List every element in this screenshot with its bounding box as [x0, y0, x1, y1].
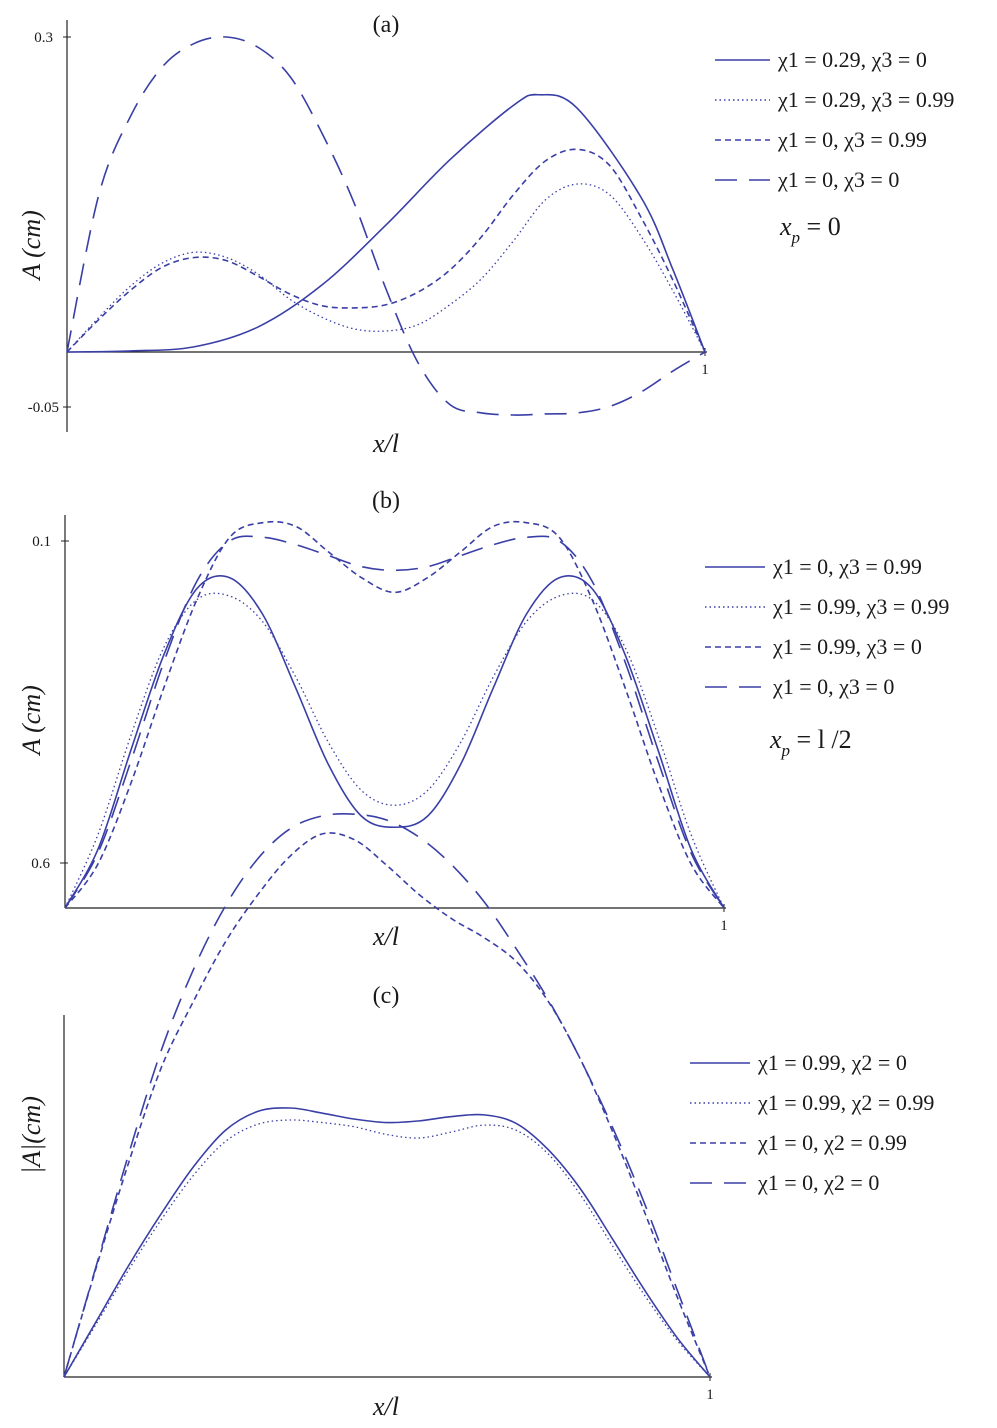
- y-tick-label: 0.1: [32, 534, 51, 550]
- legend-label: χ1 = 0.99, χ3 = 0: [772, 634, 922, 659]
- y-tick-label: 0.6: [31, 856, 50, 872]
- series-line-chi1-0-chi2-0: [63, 812, 711, 1378]
- y-axis-label: A (cm): [17, 685, 46, 757]
- legend-label: χ1 = 0, χ3 = 0: [772, 674, 894, 699]
- series-line-chi1-0-29-chi3-0-99: [66, 183, 706, 353]
- legend-label: χ1 = 0.99, χ3 = 0.99: [772, 594, 949, 619]
- panel-label: (c): [373, 983, 400, 1009]
- x-tick-label: 1: [720, 918, 728, 934]
- legend-label: χ1 = 0, χ2 = 0.99: [757, 1130, 907, 1155]
- legend-label: χ1 = 0.99, χ2 = 0.99: [757, 1090, 934, 1115]
- series-line-chi1-0-chi3-0: [66, 36, 706, 416]
- legend-label: χ1 = 0, χ2 = 0: [757, 1170, 879, 1195]
- x-axis-label: x/l: [372, 922, 399, 951]
- x-tick-label: 1: [706, 1387, 714, 1403]
- series-line-chi1-0-99-chi3-0-99: [64, 592, 725, 909]
- chart-panel-2: (b) 0.1 1 x/l A (cm) χ1 = 0, χ3 = 0.99 χ1 = 0.…: [17, 488, 949, 951]
- series-line-chi1-0-chi3-0-99: [66, 148, 706, 353]
- panel-label: (a): [373, 12, 400, 38]
- x-axis-label: x/l: [372, 1392, 399, 1421]
- panel-label: (b): [372, 488, 400, 514]
- series-line-chi1-0-chi2-0-99: [63, 832, 711, 1378]
- chart-panel-1: (a) 0.3 -0.05 1 x/l A (cm) χ1 = 0.29, χ3 = 0 χ1…: [17, 12, 954, 458]
- legend-label: χ1 = 0, χ3 = 0.99: [772, 554, 922, 579]
- legend-label: χ1 = 0.99, χ2 = 0: [757, 1050, 907, 1075]
- x-tick-label: 1: [701, 362, 709, 378]
- legend-label: χ1 = 0.29, χ3 = 0: [777, 47, 927, 72]
- series-line-chi1-0-99-chi2-0-99: [63, 1119, 711, 1378]
- series-line-chi1-0-29-chi3-0: [66, 93, 706, 353]
- y-tick-label: -0.05: [28, 400, 59, 416]
- legend-label: χ1 = 0, χ3 = 0: [777, 167, 899, 192]
- series-line-chi1-0-99-chi2-0: [63, 1107, 711, 1378]
- legend-label: χ1 = 0.29, χ3 = 0.99: [777, 87, 954, 112]
- y-axis-label: A (cm): [17, 210, 46, 282]
- position-note: xp = l /2: [769, 725, 852, 760]
- series-line-chi1-0-chi3-0: [64, 535, 725, 909]
- position-note: xp = 0: [779, 212, 841, 247]
- x-axis-label: x/l: [372, 429, 399, 458]
- chart-panel-3: (c) 0.6 1 x/l |A|(cm) χ1 = 0.99, χ2 = 0 χ1 = 0…: [17, 812, 934, 1421]
- series-line-chi1-0-99-chi3-0: [64, 520, 725, 909]
- series-line-chi1-0-chi3-0-99: [64, 575, 725, 909]
- y-tick-label: 0.3: [34, 30, 53, 46]
- legend-label: χ1 = 0, χ3 = 0.99: [777, 127, 927, 152]
- y-axis-label: |A|(cm): [17, 1096, 46, 1174]
